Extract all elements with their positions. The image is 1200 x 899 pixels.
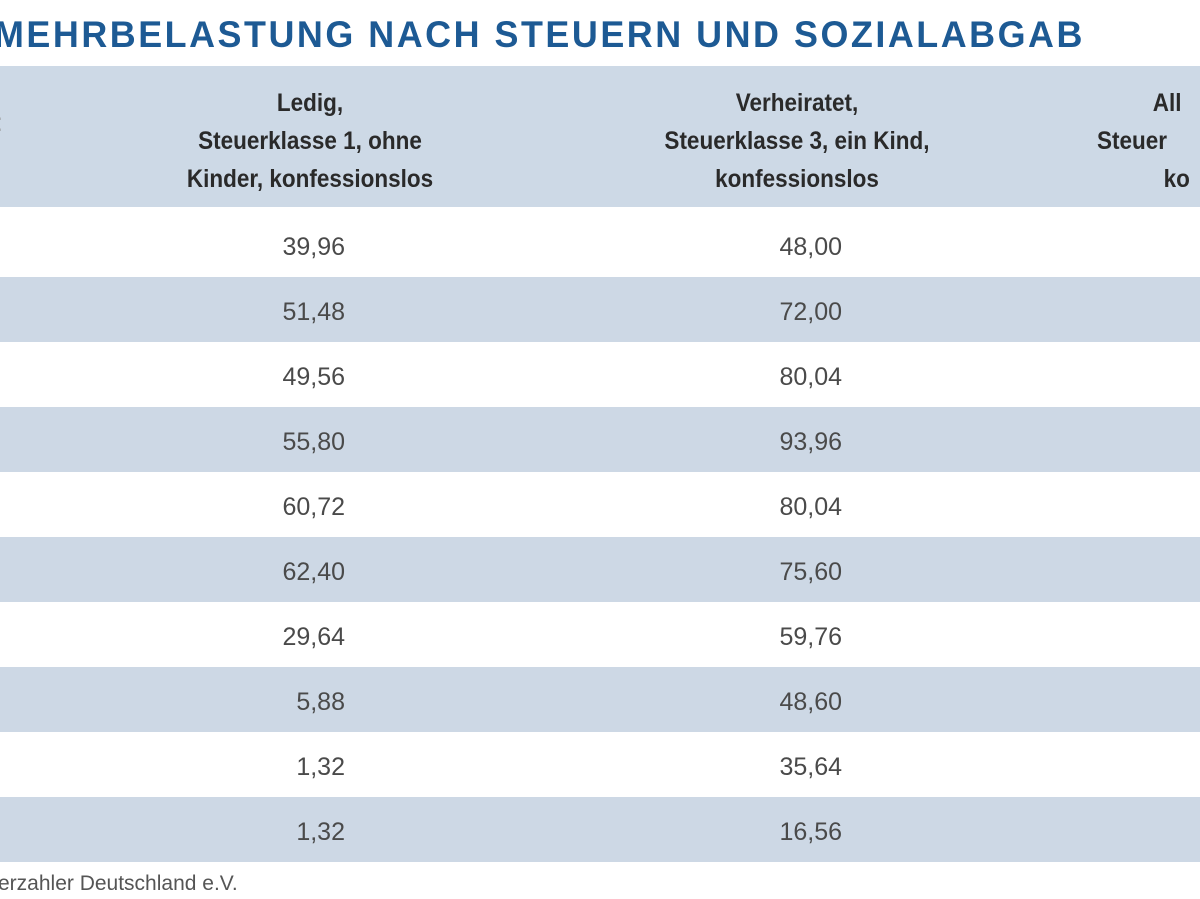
header-cell-0: : xyxy=(0,104,3,142)
table-row: 1,32 16,56 xyxy=(0,797,1200,862)
cell-ledig: 49,56 xyxy=(282,363,345,391)
table-row: 39,96 48,00 xyxy=(0,212,1200,277)
header-line: Steuerklasse 1, ohne xyxy=(198,127,422,155)
table-header: : Ledig, Steuerklasse 1, ohne Kinder, ko… xyxy=(0,66,1200,207)
cell-verheiratet: 16,56 xyxy=(779,818,842,846)
header-line: Kinder, konfessionslos xyxy=(186,165,434,193)
cell-ledig: 1,32 xyxy=(296,818,345,846)
cell-verheiratet: 72,00 xyxy=(779,298,842,326)
table-row: 49,56 80,04 xyxy=(0,342,1200,407)
cell-ledig: 60,72 xyxy=(282,493,345,521)
table-row: 1,32 35,64 xyxy=(0,732,1200,797)
cell-ledig: 39,96 xyxy=(282,233,345,261)
table-row: 29,64 59,76 xyxy=(0,602,1200,667)
header-line: Ledig, xyxy=(276,89,344,117)
header-line: Steuer xyxy=(1097,127,1168,155)
header-line: ko xyxy=(1163,165,1190,193)
cell-verheiratet: 35,64 xyxy=(779,753,842,781)
cell-ledig: 55,80 xyxy=(282,428,345,456)
cell-verheiratet: 59,76 xyxy=(779,623,842,651)
cell-verheiratet: 48,60 xyxy=(779,688,842,716)
table-row: 62,40 75,60 xyxy=(0,537,1200,602)
cell-verheiratet: 75,60 xyxy=(779,558,842,586)
header-line: Verheiratet, xyxy=(735,89,859,117)
cell-verheiratet: 80,04 xyxy=(779,363,842,391)
header-line: Steuerklasse 3, ein Kind, xyxy=(664,127,930,155)
table-row: 51,48 72,00 xyxy=(0,277,1200,342)
cell-ledig: 1,32 xyxy=(296,753,345,781)
cell-ledig: 5,88 xyxy=(296,688,345,716)
cell-verheiratet: 48,00 xyxy=(779,233,842,261)
table-row: 5,88 48,60 xyxy=(0,667,1200,732)
table-row: 60,72 80,04 xyxy=(0,472,1200,537)
header-column-3: All Steuer ko xyxy=(1097,84,1200,198)
header-line: All xyxy=(1152,89,1182,117)
source-note: erzahler Deutschland e.V. xyxy=(0,872,238,895)
cell-ledig: 51,48 xyxy=(282,298,345,326)
cell-ledig: 62,40 xyxy=(282,558,345,586)
header-line: : xyxy=(0,104,3,142)
header-ledig: Ledig, Steuerklasse 1, ohne Kinder, konf… xyxy=(130,84,490,198)
cell-ledig: 29,64 xyxy=(282,623,345,651)
header-verheiratet: Verheiratet, Steuerklasse 3, ein Kind, k… xyxy=(617,84,977,198)
cell-verheiratet: 80,04 xyxy=(779,493,842,521)
table-title: MEHRBELASTUNG NACH STEUERN UND SOZIALABG… xyxy=(0,14,1085,55)
table-row: 55,80 93,96 xyxy=(0,407,1200,472)
header-line: konfessionslos xyxy=(715,165,879,193)
cell-verheiratet: 93,96 xyxy=(779,428,842,456)
